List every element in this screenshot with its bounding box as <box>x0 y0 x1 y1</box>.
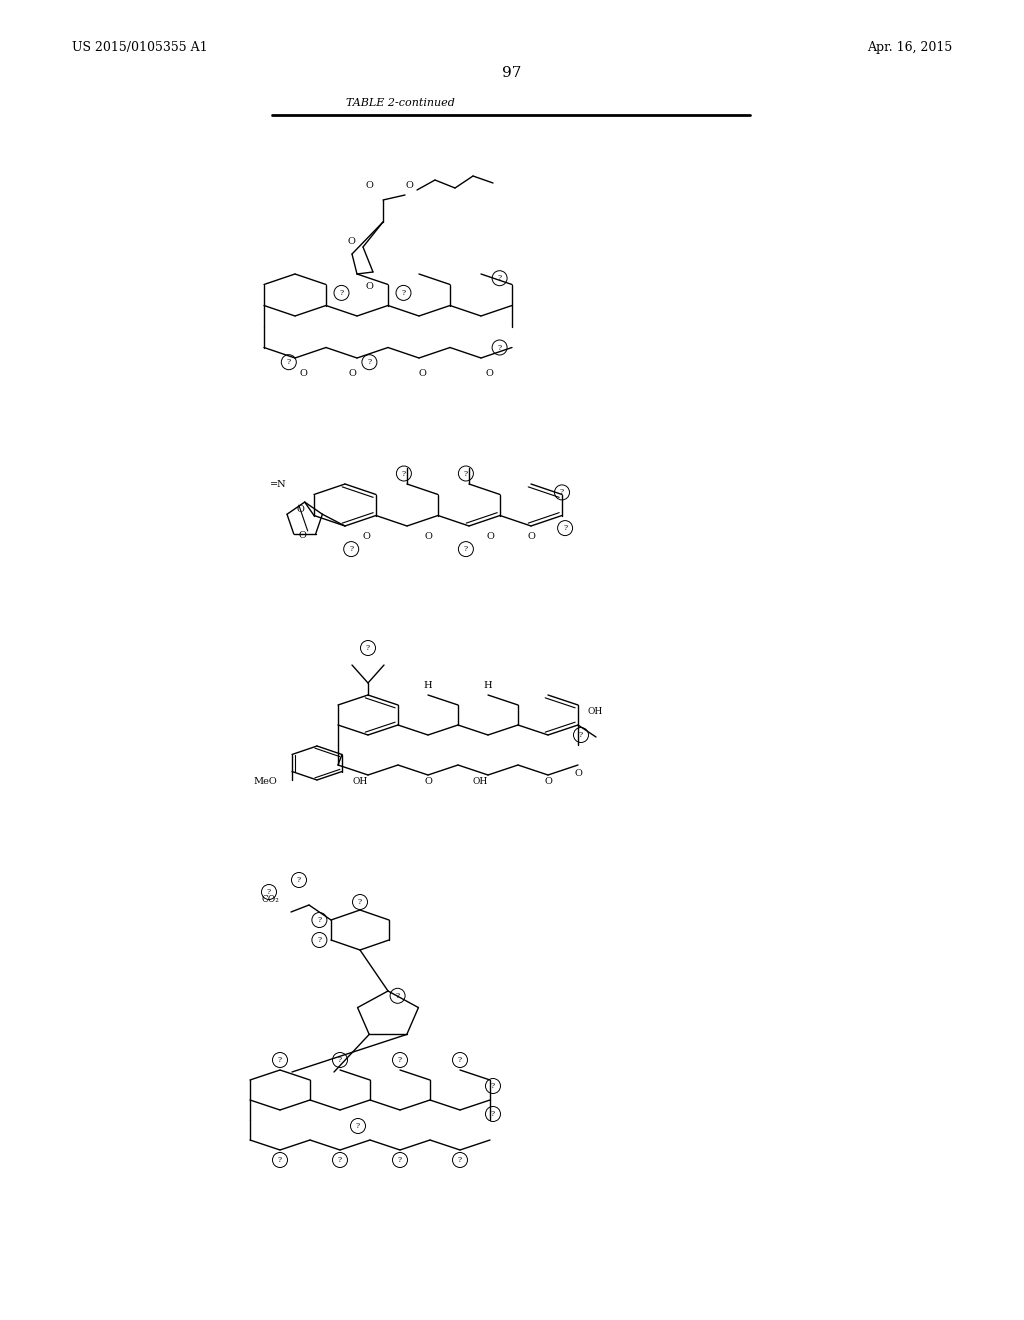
Text: ?: ? <box>498 343 502 351</box>
Text: ?: ? <box>490 1082 495 1090</box>
Text: ?: ? <box>358 898 362 906</box>
Text: O: O <box>362 532 371 541</box>
Text: O: O <box>366 181 373 190</box>
Text: O: O <box>297 504 304 513</box>
Text: ?: ? <box>317 936 322 944</box>
Text: ?: ? <box>338 1056 342 1064</box>
Text: O: O <box>425 532 432 541</box>
Text: O: O <box>347 238 355 247</box>
Text: O: O <box>348 368 356 378</box>
Text: O: O <box>486 532 495 541</box>
Text: H: H <box>483 681 493 689</box>
Text: ?: ? <box>401 470 406 478</box>
Text: ?: ? <box>267 888 271 896</box>
Text: ?: ? <box>278 1156 282 1164</box>
Text: ?: ? <box>297 876 301 884</box>
Text: ?: ? <box>398 1156 402 1164</box>
Text: O: O <box>527 532 535 541</box>
Text: O: O <box>424 776 432 785</box>
Text: CO₂: CO₂ <box>261 895 279 904</box>
Text: ?: ? <box>317 916 322 924</box>
Text: OH: OH <box>587 706 602 715</box>
Text: US 2015/0105355 A1: US 2015/0105355 A1 <box>72 41 208 54</box>
Text: O: O <box>485 368 493 378</box>
Text: ?: ? <box>338 1156 342 1164</box>
Text: ?: ? <box>398 1056 402 1064</box>
Text: ?: ? <box>395 991 399 999</box>
Text: ?: ? <box>464 545 468 553</box>
Text: ?: ? <box>464 470 468 478</box>
Text: ?: ? <box>356 1122 360 1130</box>
Text: =N: =N <box>270 479 287 488</box>
Text: ?: ? <box>278 1056 282 1064</box>
Text: O: O <box>366 282 374 292</box>
Text: Apr. 16, 2015: Apr. 16, 2015 <box>866 41 952 54</box>
Text: ?: ? <box>366 644 370 652</box>
Text: ?: ? <box>458 1156 462 1164</box>
Text: O: O <box>299 531 307 540</box>
Text: O: O <box>574 768 582 777</box>
Text: ?: ? <box>560 488 564 496</box>
Text: H: H <box>424 681 432 689</box>
Text: ?: ? <box>401 289 406 297</box>
Text: ?: ? <box>458 1056 462 1064</box>
Text: 97: 97 <box>503 66 521 81</box>
Text: O: O <box>544 776 552 785</box>
Text: ?: ? <box>349 545 353 553</box>
Text: ?: ? <box>498 275 502 282</box>
Text: OH: OH <box>472 776 487 785</box>
Text: O: O <box>406 181 413 190</box>
Text: ?: ? <box>368 358 372 366</box>
Text: O: O <box>418 368 426 378</box>
Text: ?: ? <box>490 1110 495 1118</box>
Text: ?: ? <box>339 289 344 297</box>
Text: ?: ? <box>563 524 567 532</box>
Text: TABLE 2-continued: TABLE 2-continued <box>345 98 455 108</box>
Text: ?: ? <box>287 358 291 366</box>
Text: O: O <box>299 368 307 378</box>
Text: ?: ? <box>579 731 583 739</box>
Text: MeO: MeO <box>254 777 278 787</box>
Text: OH: OH <box>352 776 368 785</box>
